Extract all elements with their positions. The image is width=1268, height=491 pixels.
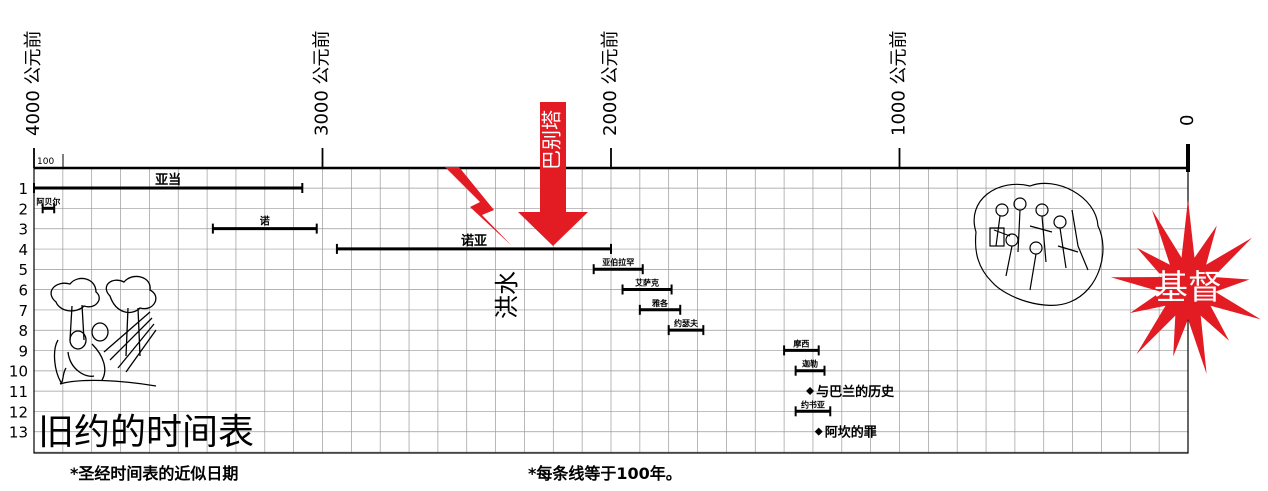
row-number: 4 [18,241,28,259]
babel-arrow [518,102,588,246]
chart-title: 旧约的时间表 [38,412,254,453]
lifespan-label: 诺亚 [461,233,487,249]
lifespan-label: 阿贝尔 [36,196,60,206]
flood-label: 洪水 [493,271,521,319]
crowd-illustration [973,182,1104,306]
babel-label: 巴别塔 [540,110,564,170]
lifespan-label: 约瑟夫 [674,318,699,328]
row-number: 2 [18,200,28,218]
era-label: 3000 公元前 [312,30,333,136]
row-number: 11 [9,383,28,401]
era-label: 2000 公元前 [600,30,621,136]
event-label: 与巴兰的历史 [816,384,895,400]
era-label: 1000 公元前 [889,30,910,136]
lifespan-label: 迦勒 [802,359,818,369]
row-number: 7 [18,302,28,320]
grid: 100 [33,154,1189,454]
row-number: 1 [18,180,28,198]
lifespan-label: 雅各 [652,298,669,308]
garden-illustration [50,275,157,387]
event-marker [814,427,823,436]
row-number: 3 [18,221,28,239]
lightning-icon [445,167,512,246]
lifespan-label: 亚伯拉罕 [602,257,634,267]
row-number: 13 [9,424,28,442]
lifespan-label: 艾萨克 [635,278,659,288]
christ-label: 基督 [1154,268,1222,308]
footnote-lines: *每条线等于100年。 [528,464,682,483]
era-label: 0 [1177,115,1198,126]
row-number: 12 [9,403,28,421]
event-label: 阿坎的罪 [825,425,877,441]
lifespan-label: 诺 [260,215,270,228]
era-markers: 4000 公元前 3000 公元前 2000 公元前 1000 公元前 0 [23,30,1198,172]
event-marker [806,387,815,395]
row-number: 8 [18,322,28,340]
lifespan-label: 约书亚 [801,399,825,409]
lifespan-label: 摩西 [792,338,809,348]
row-number: 9 [18,342,28,360]
row-number: 5 [18,261,28,279]
christ-starburst [1110,199,1261,374]
row-number: 10 [9,363,28,381]
era-label: 4000 公元前 [23,30,44,136]
lifespan-label: 亚当 [155,172,181,188]
footnote-dates: *圣经时间表的近似日期 [70,464,239,483]
row-number: 6 [18,282,28,300]
scale-label: 100 [37,157,54,167]
